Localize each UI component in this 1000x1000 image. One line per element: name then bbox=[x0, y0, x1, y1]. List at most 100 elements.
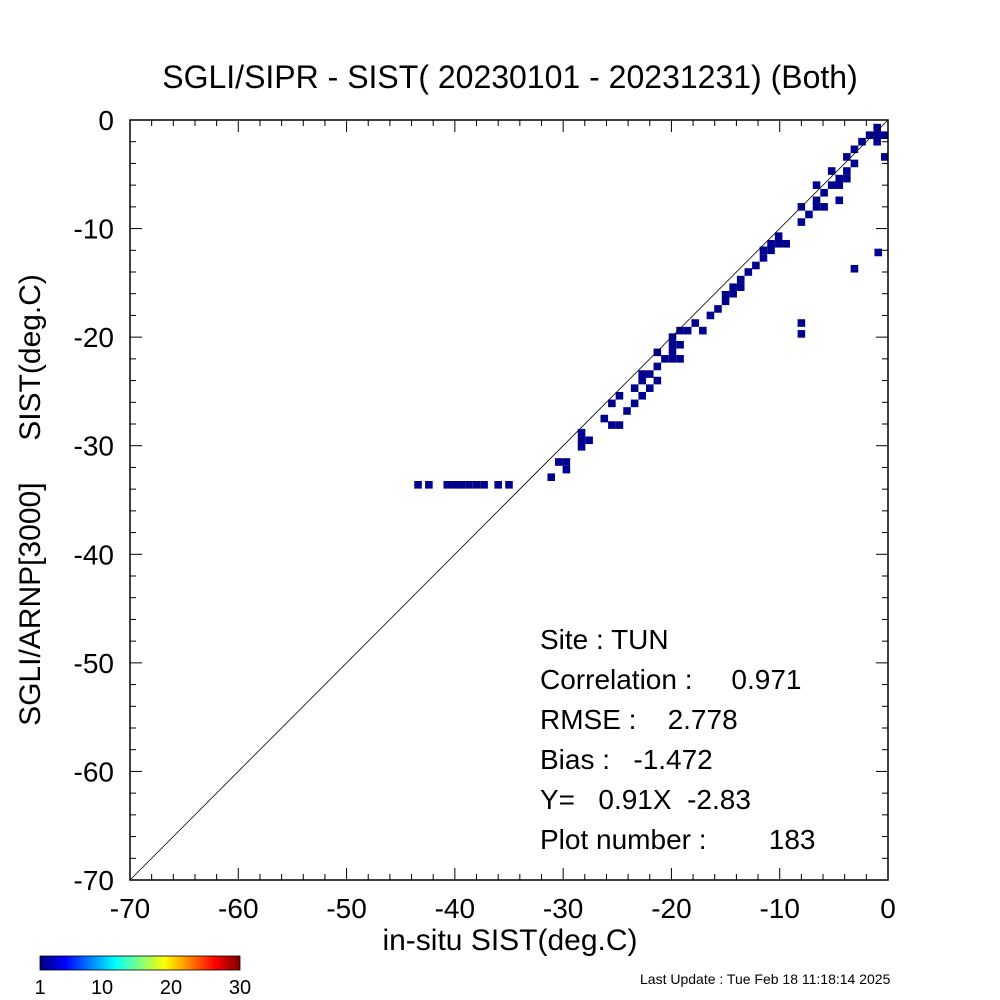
y-tick-label: -30 bbox=[74, 431, 114, 462]
data-cell-61 bbox=[774, 239, 783, 248]
data-cell-83 bbox=[835, 196, 844, 205]
y-tick-label: -20 bbox=[74, 322, 114, 353]
y-tick-labels: -70 -60 -50 -40 -30 -20 -10 0 bbox=[74, 105, 114, 896]
data-cell-27 bbox=[638, 376, 646, 385]
data-cell-47 bbox=[721, 297, 730, 306]
data-cell-23 bbox=[615, 391, 624, 400]
stat-site: Site : TUN bbox=[540, 624, 669, 655]
x-tick-label: -60 bbox=[218, 893, 258, 924]
data-cell-59 bbox=[767, 246, 775, 255]
data-cell-12 bbox=[562, 458, 571, 466]
data-cell-34 bbox=[668, 348, 677, 357]
data-cell-46 bbox=[691, 319, 700, 327]
statistics-box: Site : TUN Correlation : 0.971 RMSE : 2.… bbox=[540, 624, 815, 855]
colorbar-tick-label: 20 bbox=[160, 977, 182, 999]
data-cell-36 bbox=[668, 355, 677, 363]
data-cell-75 bbox=[850, 145, 859, 154]
stat-fit: Y= 0.91X -2.83 bbox=[540, 784, 751, 815]
data-cell-51 bbox=[729, 289, 737, 298]
data-cell-81 bbox=[880, 153, 889, 161]
data-cell-79 bbox=[873, 123, 881, 132]
data-cell-21 bbox=[608, 399, 616, 408]
data-cell-65 bbox=[820, 203, 828, 211]
data-cell-64 bbox=[812, 203, 821, 211]
axis-ticks bbox=[129, 119, 889, 881]
data-cell-13 bbox=[562, 465, 571, 474]
data-cell-28 bbox=[645, 370, 654, 378]
data-cell-25 bbox=[638, 391, 646, 400]
data-cell-31 bbox=[638, 370, 646, 378]
data-cell-29 bbox=[653, 376, 662, 385]
data-cell-40 bbox=[683, 326, 692, 335]
data-cell-48 bbox=[729, 283, 737, 291]
data-cell-9 bbox=[505, 481, 513, 489]
x-tick-label: 0 bbox=[880, 893, 896, 924]
data-cell-71 bbox=[835, 174, 844, 183]
y-tick-label: -60 bbox=[74, 756, 114, 787]
data-cell-24 bbox=[630, 399, 639, 408]
data-cell-11 bbox=[555, 458, 563, 466]
data-cell-80 bbox=[880, 131, 889, 139]
data-cell-82 bbox=[873, 137, 881, 146]
colorbar-labels: 1 10 20 30 bbox=[34, 977, 251, 999]
data-cell-52 bbox=[736, 283, 745, 291]
stat-bias: Bias : -1.472 bbox=[540, 744, 713, 775]
x-tick-label: -50 bbox=[326, 893, 366, 924]
data-cell-57 bbox=[774, 232, 783, 240]
data-cell-73 bbox=[850, 159, 859, 168]
data-cell-39 bbox=[676, 326, 684, 335]
data-cell-89 bbox=[850, 264, 859, 273]
y-tick-label: 0 bbox=[98, 105, 114, 136]
data-cell-87 bbox=[797, 319, 806, 327]
data-cell-84 bbox=[812, 181, 821, 189]
data-cell-63 bbox=[805, 210, 813, 219]
data-cell-85 bbox=[827, 167, 836, 175]
colorbar bbox=[39, 955, 241, 971]
data-cell-67 bbox=[812, 196, 821, 205]
x-tick-label: -20 bbox=[651, 893, 691, 924]
data-cell-7 bbox=[480, 481, 488, 489]
data-cell-18 bbox=[600, 414, 609, 423]
data-cell-22 bbox=[623, 407, 631, 415]
data-cell-49 bbox=[736, 275, 745, 284]
data-cell-8 bbox=[494, 481, 502, 489]
data-cell-10 bbox=[547, 473, 556, 481]
x-tick-label: -70 bbox=[110, 893, 150, 924]
y-tick-label: -50 bbox=[74, 648, 114, 679]
data-cell-88 bbox=[797, 330, 806, 338]
data-cell-50 bbox=[744, 268, 753, 276]
y-axis-title: SGLI/ARNP[3000] SIST(deg.C) bbox=[14, 274, 47, 726]
data-cell-41 bbox=[668, 340, 677, 349]
data-cell-69 bbox=[827, 181, 836, 189]
data-cell-53 bbox=[721, 291, 730, 299]
data-cell-32 bbox=[653, 362, 662, 371]
data-cell-70 bbox=[835, 181, 844, 189]
data-cell-14 bbox=[577, 436, 586, 445]
data-cell-77 bbox=[865, 131, 874, 139]
data-cell-15 bbox=[585, 436, 593, 445]
data-cell-55 bbox=[759, 246, 768, 255]
x-tick-labels: -70 -60 -50 -40 -30 -20 -10 0 bbox=[110, 893, 896, 924]
data-cell-86 bbox=[843, 174, 851, 183]
data-cell-17 bbox=[577, 443, 586, 451]
data-cell-6 bbox=[472, 481, 481, 489]
data-cell-4 bbox=[457, 481, 466, 489]
data-cell-42 bbox=[653, 348, 662, 357]
colorbar-tick-label: 10 bbox=[91, 977, 113, 999]
colorbar-tick-label: 1 bbox=[34, 977, 45, 999]
data-cell-56 bbox=[767, 239, 775, 248]
data-cell-2 bbox=[443, 481, 452, 489]
data-cell-72 bbox=[843, 167, 851, 175]
data-cell-62 bbox=[797, 218, 806, 226]
data-cell-45 bbox=[714, 305, 722, 313]
data-cell-74 bbox=[843, 153, 851, 161]
chart-title: SGLI/SIPR - SIST( 20230101 - 20231231) (… bbox=[162, 59, 857, 95]
data-cell-1 bbox=[425, 481, 433, 489]
data-cell-5 bbox=[465, 481, 473, 489]
data-cell-37 bbox=[676, 355, 684, 363]
data-cells bbox=[414, 123, 889, 489]
plot-frame bbox=[129, 119, 889, 881]
stat-rmse: RMSE : 2.778 bbox=[540, 704, 738, 735]
colorbar-tick-label: 30 bbox=[229, 977, 251, 999]
